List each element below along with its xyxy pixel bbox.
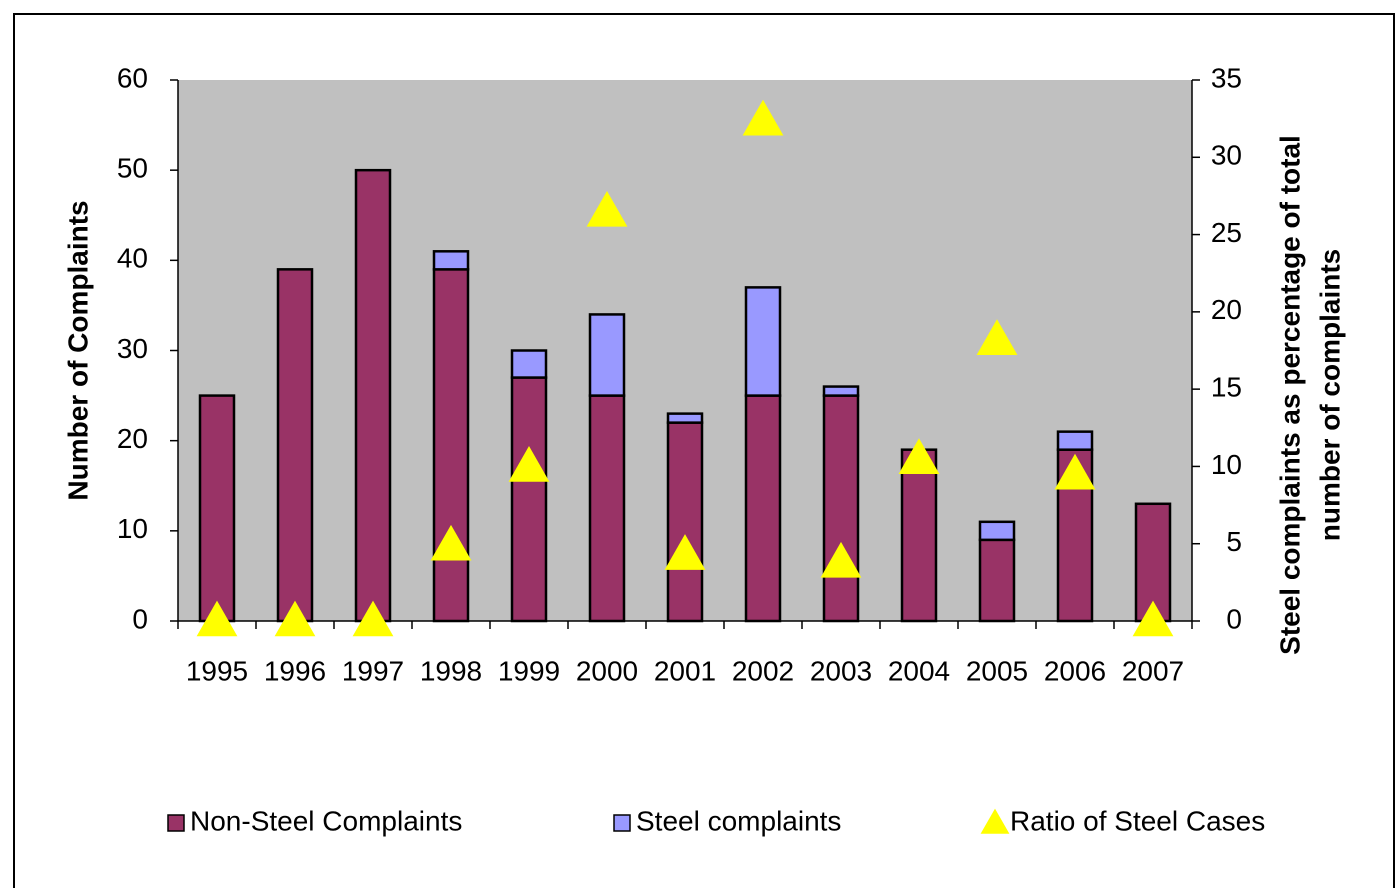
y2-tick-label: 35 bbox=[1211, 62, 1242, 93]
x-tick-label: 2002 bbox=[732, 655, 794, 686]
legend-label: Non-Steel Complaints bbox=[190, 805, 462, 836]
y2-tick-label: 5 bbox=[1226, 526, 1242, 557]
x-tick-label: 1999 bbox=[498, 655, 560, 686]
bar-segment bbox=[666, 421, 704, 623]
legend-label: Ratio of Steel Cases bbox=[1010, 805, 1265, 836]
ratio-marker bbox=[508, 446, 550, 482]
y2-axis-title: Steel complaints as percentage of total bbox=[1274, 135, 1305, 655]
ratio-marker bbox=[820, 541, 862, 578]
legend-marker bbox=[613, 814, 631, 832]
ratio-marker bbox=[430, 524, 472, 561]
x-tick-label: 1996 bbox=[264, 655, 326, 686]
x-tick-label: 1998 bbox=[420, 655, 482, 686]
bar-segment bbox=[588, 394, 626, 623]
bar-segment bbox=[744, 394, 782, 623]
bar-segment bbox=[198, 394, 236, 623]
ratio-marker bbox=[976, 319, 1018, 355]
y-tick-label: 40 bbox=[117, 243, 148, 274]
y2-tick-label: 20 bbox=[1211, 294, 1242, 325]
bar-segment bbox=[276, 268, 314, 623]
x-tick-label: 2006 bbox=[1044, 655, 1106, 686]
x-tick-label: 2001 bbox=[654, 655, 716, 686]
ratio-marker bbox=[196, 600, 238, 637]
x-tick-label: 2007 bbox=[1122, 655, 1184, 686]
y-tick-label: 10 bbox=[117, 513, 148, 544]
bar-segment bbox=[588, 313, 626, 397]
y2-axis-title: number of complaints bbox=[1314, 249, 1345, 541]
bar-segment bbox=[432, 250, 470, 271]
ratio-marker bbox=[586, 190, 628, 227]
bar-segment bbox=[744, 286, 782, 397]
y-tick-label: 60 bbox=[117, 62, 148, 93]
y-tick-label: 30 bbox=[117, 333, 148, 364]
y2-tick-label: 30 bbox=[1211, 140, 1242, 171]
y2-tick-label: 10 bbox=[1211, 449, 1242, 480]
y-axis-title: Number of Complaints bbox=[62, 200, 93, 500]
bar-segment bbox=[666, 412, 704, 424]
x-tick-label: 1995 bbox=[186, 655, 248, 686]
y2-tick-label: 15 bbox=[1211, 372, 1242, 403]
bar-segment bbox=[978, 538, 1016, 623]
bar-segment bbox=[510, 349, 548, 379]
x-tick-label: 2004 bbox=[888, 655, 950, 686]
legend-marker bbox=[167, 814, 185, 832]
y-tick-label: 0 bbox=[132, 603, 148, 634]
x-tick-label: 1997 bbox=[342, 655, 404, 686]
x-tick-label: 2000 bbox=[576, 655, 638, 686]
y-tick-label: 50 bbox=[117, 153, 148, 184]
ratio-marker bbox=[352, 600, 394, 637]
ratio-marker bbox=[742, 99, 784, 136]
y2-tick-label: 0 bbox=[1226, 603, 1242, 634]
bar-segment bbox=[822, 385, 860, 397]
y2-tick-label: 25 bbox=[1211, 217, 1242, 248]
bar-segment bbox=[900, 448, 938, 623]
ratio-marker bbox=[274, 600, 316, 637]
bar-segment bbox=[354, 168, 392, 623]
ratio-marker bbox=[1132, 600, 1174, 637]
bar-segment bbox=[1056, 430, 1094, 451]
bar-segment bbox=[822, 394, 860, 623]
ratio-marker bbox=[898, 438, 940, 474]
ratio-marker bbox=[1054, 453, 1096, 490]
bar-segment bbox=[978, 520, 1016, 542]
ratio-marker bbox=[664, 534, 706, 570]
y-tick-label: 20 bbox=[117, 423, 148, 454]
x-tick-label: 2005 bbox=[966, 655, 1028, 686]
bar-segment bbox=[510, 376, 548, 623]
legend-label: Steel complaints bbox=[636, 805, 841, 836]
x-tick-label: 2003 bbox=[810, 655, 872, 686]
bar-segment bbox=[432, 268, 470, 623]
legend-marker bbox=[980, 808, 1010, 834]
